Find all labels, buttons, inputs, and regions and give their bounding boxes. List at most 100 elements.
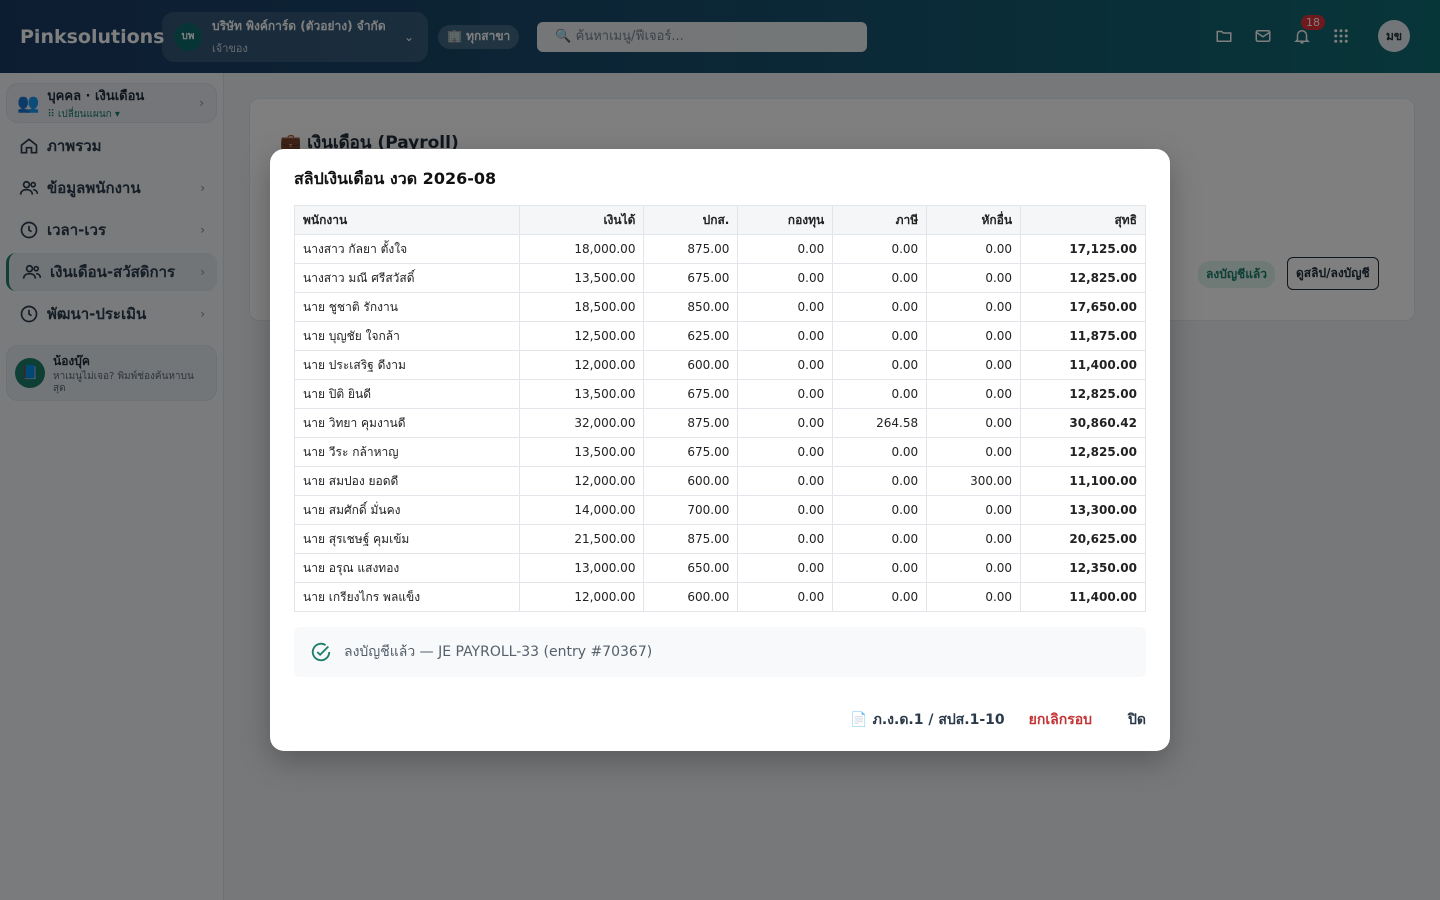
amount-cell: 0.00 (832, 582, 928, 612)
amount-cell: 0.00 (926, 234, 1022, 264)
amount-cell: 13,500.00 (518, 379, 645, 409)
employee-name-cell: นาย บุญชัย ใจกล้า (294, 321, 520, 351)
amount-cell: 0.00 (737, 495, 834, 525)
amount-cell: 0.00 (926, 408, 1022, 438)
amount-cell: 0.00 (926, 524, 1022, 554)
amount-cell: 625.00 (643, 321, 739, 351)
table-row: นาย ประเสริฐ ดีงาม 12,000.00 600.00 0.00 0.0… (294, 350, 1146, 380)
amount-cell: 0.00 (737, 524, 834, 554)
amount-cell: 850.00 (643, 292, 739, 322)
employee-name-cell: นาย วิทยา คุมงานดี (294, 408, 520, 438)
amount-cell: 12,000.00 (518, 466, 645, 496)
amount-cell: 0.00 (832, 292, 928, 322)
amount-cell: 600.00 (643, 582, 739, 612)
table-row: นาย สุรเชษฐ์ คุมเข้ม 21,500.00 875.00 0.00 0… (294, 524, 1146, 554)
amount-cell: 0.00 (926, 437, 1022, 467)
employee-name-cell: นาย อรุณ แสงทอง (294, 553, 520, 583)
employee-name-cell: นาย สมศักดิ์ มั่นคง (294, 495, 520, 525)
close-button[interactable]: ปิด (1128, 709, 1146, 731)
employee-name-cell: นาย เกรียงไกร พลแข็ง (294, 582, 520, 612)
payslip-table: พนักงาน เงินได้ ปกส. กองทุน ภาษี หักอื่น… (294, 205, 1146, 612)
amount-cell: 0.00 (737, 408, 834, 438)
amount-cell: 12,000.00 (518, 582, 645, 612)
employee-name-cell: นาย ประเสริฐ ดีงาม (294, 350, 520, 380)
table-row: นาย ชูชาติ รักงาน 18,500.00 850.00 0.00 0.00… (294, 292, 1146, 322)
table-header-row: พนักงาน เงินได้ ปกส. กองทุน ภาษี หักอื่น… (294, 205, 1146, 235)
cancel-round-button[interactable]: ยกเลิกรอบ (1029, 709, 1092, 731)
table-row: นาย อรุณ แสงทอง 13,000.00 650.00 0.00 0.00 0.… (294, 553, 1146, 583)
amount-cell: 0.00 (926, 350, 1022, 380)
amount-cell: 0.00 (832, 321, 928, 351)
table-row: นาย สมปอง ยอดดี 12,000.00 600.00 0.00 0.00 30… (294, 466, 1146, 496)
amount-cell: 0.00 (926, 582, 1022, 612)
amount-cell: 875.00 (643, 234, 739, 264)
amount-cell: 0.00 (832, 495, 928, 525)
amount-cell: 675.00 (643, 379, 739, 409)
amount-cell: 12,825.00 (1020, 437, 1146, 467)
employee-name-cell: นาย สมปอง ยอดดี (294, 466, 520, 496)
amount-cell: 18,500.00 (518, 292, 645, 322)
amount-cell: 0.00 (737, 263, 834, 293)
tax-form-button[interactable]: 📄 ภ.ง.ด.1 / สปส.1-10 (850, 709, 1004, 731)
amount-cell: 20,625.00 (1020, 524, 1146, 554)
table-row: นาย วีระ กล้าหาญ 13,500.00 675.00 0.00 0.00 0… (294, 437, 1146, 467)
amount-cell: 30,860.42 (1020, 408, 1146, 438)
amount-cell: 650.00 (643, 553, 739, 583)
amount-cell: 13,300.00 (1020, 495, 1146, 525)
column-header: เงินได้ (518, 205, 645, 235)
status-text: ลงบัญชีแล้ว — JE PAYROLL-33 (entry #7036… (344, 644, 653, 660)
amount-cell: 0.00 (926, 292, 1022, 322)
amount-cell: 12,350.00 (1020, 553, 1146, 583)
amount-cell: 600.00 (643, 466, 739, 496)
employee-name-cell: นางสาว มณี ศรีสวัสดิ์ (294, 263, 520, 293)
amount-cell: 875.00 (643, 408, 739, 438)
check-circle-icon (311, 642, 331, 662)
amount-cell: 0.00 (737, 292, 834, 322)
amount-cell: 0.00 (737, 234, 834, 264)
amount-cell: 32,000.00 (518, 408, 645, 438)
amount-cell: 0.00 (832, 524, 928, 554)
column-header: ปกส. (643, 205, 739, 235)
amount-cell: 12,825.00 (1020, 379, 1146, 409)
column-header: สุทธิ (1020, 205, 1146, 235)
column-header: พนักงาน (294, 205, 520, 235)
amount-cell: 0.00 (832, 437, 928, 467)
amount-cell: 0.00 (737, 350, 834, 380)
column-header: ภาษี (832, 205, 928, 235)
employee-name-cell: นาย วีระ กล้าหาญ (294, 437, 520, 467)
table-row: นางสาว กัลยา ตั้งใจ 18,000.00 875.00 0.00 0.… (294, 234, 1146, 264)
amount-cell: 600.00 (643, 350, 739, 380)
table-row: นาย วิทยา คุมงานดี 32,000.00 875.00 0.00 264… (294, 408, 1146, 438)
amount-cell: 18,000.00 (518, 234, 645, 264)
employee-name-cell: นาย ปิติ ยินดี (294, 379, 520, 409)
amount-cell: 0.00 (737, 582, 834, 612)
amount-cell: 0.00 (926, 321, 1022, 351)
amount-cell: 0.00 (832, 350, 928, 380)
amount-cell: 0.00 (926, 495, 1022, 525)
amount-cell: 700.00 (643, 495, 739, 525)
employee-name-cell: นาย ชูชาติ รักงาน (294, 292, 520, 322)
amount-cell: 264.58 (832, 408, 928, 438)
amount-cell: 17,125.00 (1020, 234, 1146, 264)
amount-cell: 0.00 (832, 553, 928, 583)
amount-cell: 0.00 (832, 379, 928, 409)
amount-cell: 875.00 (643, 524, 739, 554)
posting-status: ลงบัญชีแล้ว — JE PAYROLL-33 (entry #7036… (294, 627, 1146, 677)
amount-cell: 11,400.00 (1020, 582, 1146, 612)
amount-cell: 11,400.00 (1020, 350, 1146, 380)
table-row: นาย บุญชัย ใจกล้า 12,500.00 625.00 0.00 0.00… (294, 321, 1146, 351)
amount-cell: 0.00 (832, 466, 928, 496)
amount-cell: 17,650.00 (1020, 292, 1146, 322)
amount-cell: 11,100.00 (1020, 466, 1146, 496)
amount-cell: 0.00 (832, 263, 928, 293)
amount-cell: 14,000.00 (518, 495, 645, 525)
employee-name-cell: นาย สุรเชษฐ์ คุมเข้ม (294, 524, 520, 554)
payslip-modal: สลิปเงินเดือน งวด 2026-08 พนักงาน เงินได… (270, 149, 1170, 751)
column-header: หักอื่น (926, 205, 1022, 235)
table-row: นาย สมศักดิ์ มั่นคง 14,000.00 700.00 0.00 0.… (294, 495, 1146, 525)
amount-cell: 13,500.00 (518, 437, 645, 467)
amount-cell: 0.00 (737, 553, 834, 583)
table-row: นางสาว มณี ศรีสวัสดิ์ 13,500.00 675.00 0.00… (294, 263, 1146, 293)
amount-cell: 13,000.00 (518, 553, 645, 583)
amount-cell: 0.00 (926, 263, 1022, 293)
